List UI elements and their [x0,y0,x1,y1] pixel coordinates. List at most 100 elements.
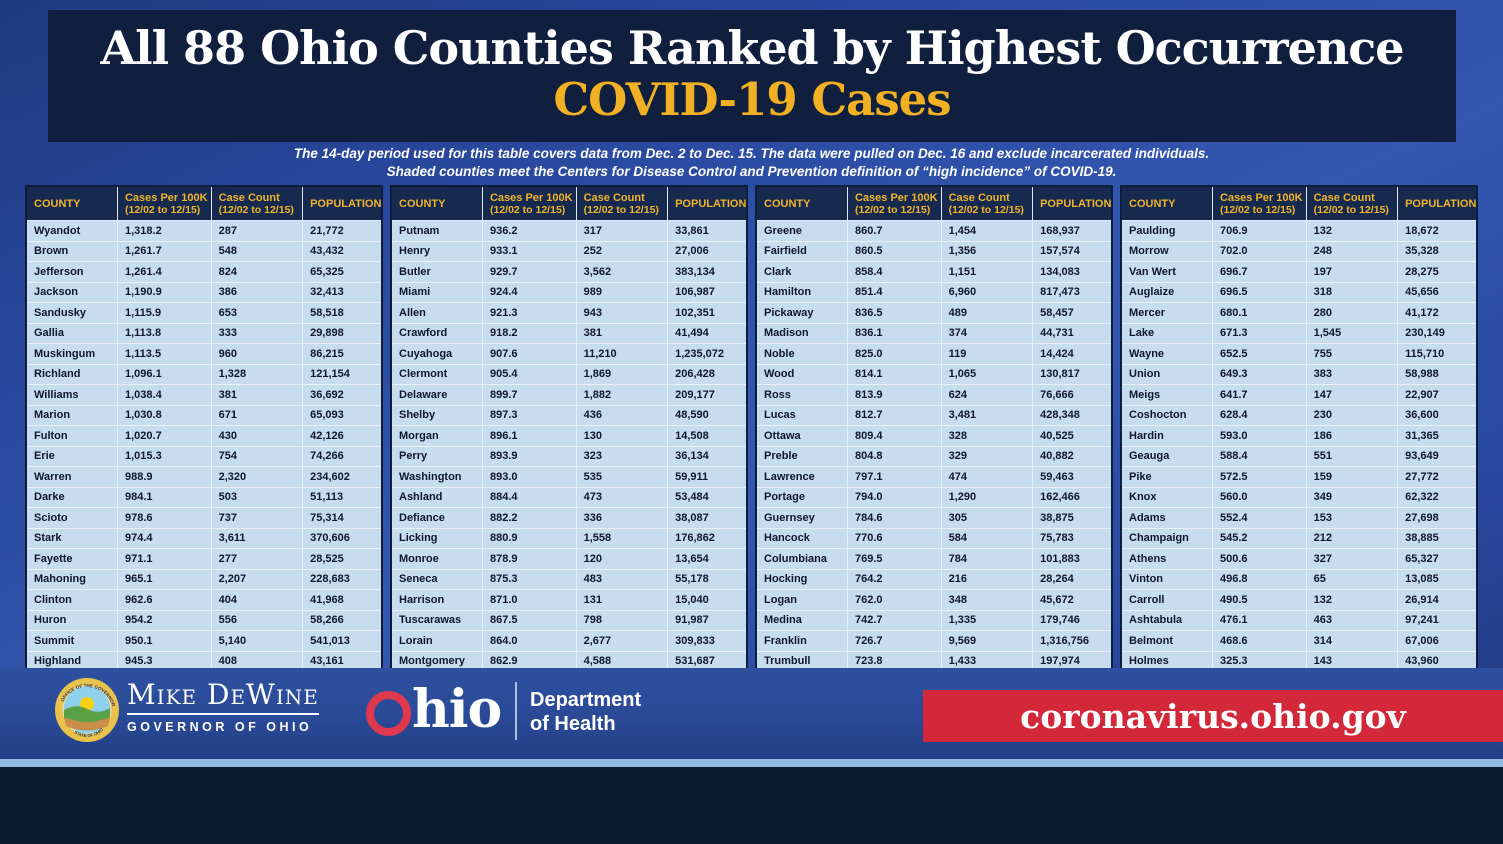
cell-cases-per-100k: 476.1 [1211,609,1307,631]
cell-cases-per-100k: 984.1 [116,486,212,508]
cell-cases-per-100k: 588.4 [1211,445,1307,467]
cell-population: 74,266 [302,445,383,467]
cell-case-count: 943 [575,302,669,324]
cell-cases-per-100k: 1,115.9 [116,302,212,324]
department-line-1: Department [530,689,642,711]
header-row: COUNTY Cases Per 100K (12/02 to 12/15) Case… [755,185,1113,221]
cell-population: 33,861 [667,220,748,242]
cell-county: Athens [1120,548,1213,570]
cell-population: 121,154 [302,363,383,385]
cell-population: 48,590 [667,404,748,426]
table-row: Erie 1,015.3 754 74,266 [25,445,383,467]
table-row: Crawford 918.2 381 41,494 [390,322,748,344]
cell-case-count: 305 [940,507,1034,529]
cell-county: Preble [755,445,848,467]
cell-case-count: 119 [940,343,1034,365]
table-row: Paulding 706.9 132 18,672 [1120,220,1478,242]
cell-county: Van Wert [1120,261,1213,283]
cell-county: Pike [1120,466,1213,488]
cell-cases-per-100k: 864.0 [481,630,577,652]
cell-population: 44,731 [1032,322,1113,344]
cell-population: 26,914 [1397,589,1478,611]
cell-case-count: 3,611 [210,527,304,549]
cell-cases-per-100k: 1,113.5 [116,343,212,365]
table-row: Williams 1,038.4 381 36,692 [25,384,383,406]
cell-county: Ashtabula [1120,609,1213,631]
cell-cases-per-100k: 893.9 [481,445,577,467]
table-row: Summit 950.1 5,140 541,013 [25,630,383,652]
cell-case-count: 383 [1305,363,1399,385]
cell-population: 43,432 [302,240,383,262]
cell-cases-per-100k: 652.5 [1211,343,1307,365]
cell-cases-per-100k: 706.9 [1211,220,1307,242]
cell-case-count: 252 [575,240,669,262]
cell-cases-per-100k: 1,261.7 [116,240,212,262]
cell-county: Allen [390,302,483,324]
table-row: Gallia 1,113.8 333 29,898 [25,322,383,344]
cell-county: Adams [1120,507,1213,529]
cell-cases-per-100k: 929.7 [481,261,577,283]
cell-county: Franklin [755,630,848,652]
cell-cases-per-100k: 726.7 [846,630,942,652]
cell-cases-per-100k: 1,190.9 [116,281,212,303]
column-header-case-count: Case Count (12/02 to 12/15) [575,185,669,221]
cell-population: 162,466 [1032,486,1113,508]
bottom-band [0,767,1503,844]
table-row: Carroll 490.5 132 26,914 [1120,589,1478,611]
table-row: Champaign 545.2 212 38,885 [1120,527,1478,549]
cell-case-count: 624 [940,384,1034,406]
cell-cases-per-100k: 1,096.1 [116,363,212,385]
cell-population: 428,348 [1032,404,1113,426]
column-header-population: POPULATION [302,185,383,221]
cell-case-count: 132 [1305,220,1399,242]
cell-case-count: 473 [575,486,669,508]
cell-population: 38,885 [1397,527,1478,549]
cell-population: 28,264 [1032,568,1113,590]
cell-case-count: 197 [1305,261,1399,283]
governor-name: Mike DeWine [127,680,319,715]
cell-population: 115,710 [1397,343,1478,365]
cell-population: 76,666 [1032,384,1113,406]
cell-cases-per-100k: 770.6 [846,527,942,549]
ohio-logo-text: hio [412,679,502,740]
column-header-case-count: Case Count (12/02 to 12/15) [210,185,304,221]
cell-population: 28,275 [1397,261,1478,283]
cell-cases-per-100k: 628.4 [1211,404,1307,426]
cell-population: 817,473 [1032,281,1113,303]
cell-population: 45,672 [1032,589,1113,611]
cell-case-count: 551 [1305,445,1399,467]
cell-cases-per-100k: 696.7 [1211,261,1307,283]
cell-population: 38,087 [667,507,748,529]
table-row: Pickaway 836.5 489 58,457 [755,302,1113,324]
cell-population: 31,365 [1397,425,1478,447]
cell-case-count: 230 [1305,404,1399,426]
cell-cases-per-100k: 836.1 [846,322,942,344]
cell-case-count: 3,481 [940,404,1034,426]
cell-cases-per-100k: 897.3 [481,404,577,426]
cell-cases-per-100k: 974.4 [116,527,212,549]
table-row: Butler 929.7 3,562 383,134 [390,261,748,283]
cell-case-count: 349 [1305,486,1399,508]
cell-county: Auglaize [1120,281,1213,303]
cell-cases-per-100k: 950.1 [116,630,212,652]
cell-case-count: 120 [575,548,669,570]
coronavirus-url-banner: coronavirus.ohio.gov [923,690,1503,742]
cell-case-count: 386 [210,281,304,303]
cell-county: Champaign [1120,527,1213,549]
cell-cases-per-100k: 1,038.4 [116,384,212,406]
cell-cases-per-100k: 924.4 [481,281,577,303]
cell-cases-per-100k: 899.7 [481,384,577,406]
cell-county: Columbiana [755,548,848,570]
cell-population: 35,328 [1397,240,1478,262]
cell-case-count: 333 [210,322,304,344]
cell-county: Butler [390,261,483,283]
cell-county: Scioto [25,507,118,529]
cell-population: 53,484 [667,486,748,508]
cell-case-count: 960 [210,343,304,365]
table-row: Hocking 764.2 216 28,264 [755,568,1113,590]
cell-population: 58,518 [302,302,383,324]
table-row: Putnam 936.2 317 33,861 [390,220,748,242]
ohio-logo: hio [366,679,502,740]
cell-case-count: 323 [575,445,669,467]
cell-population: 45,656 [1397,281,1478,303]
